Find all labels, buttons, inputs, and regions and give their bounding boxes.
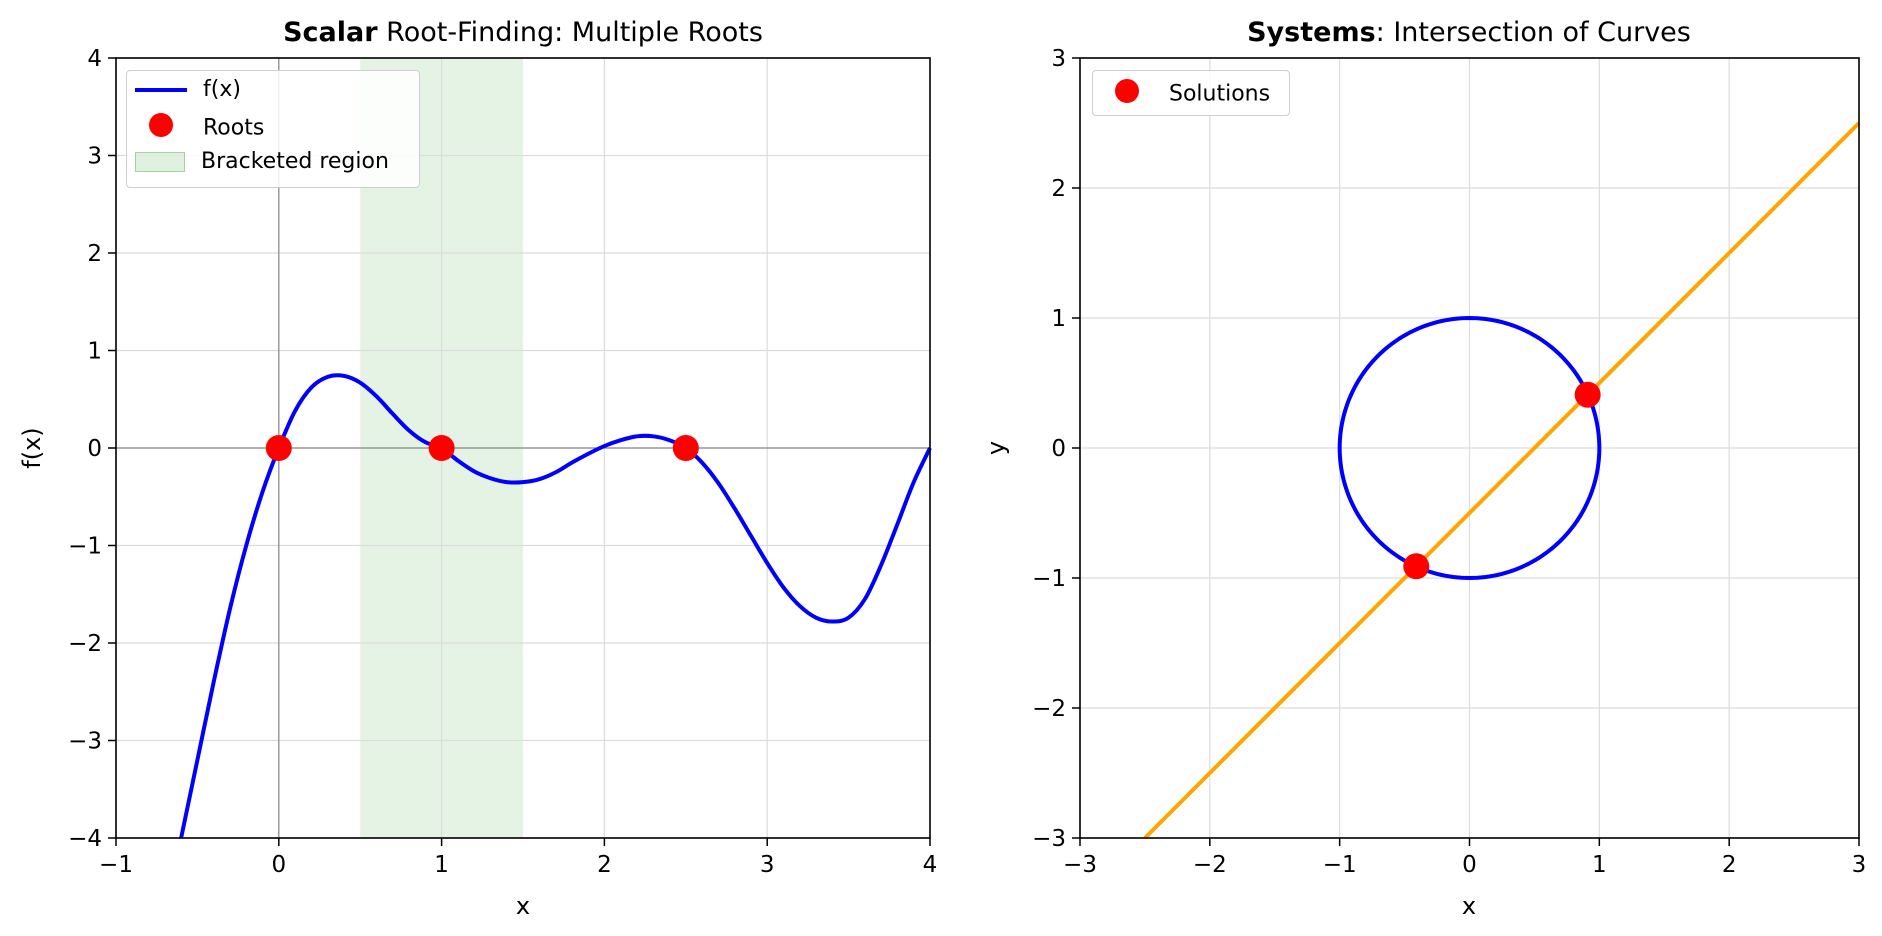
solution-markers	[1403, 381, 1601, 580]
y-tick-label: 4	[87, 46, 102, 72]
x-tick-label: −3	[1063, 852, 1097, 878]
solution-point	[1403, 553, 1430, 580]
legend-marker-swatch	[1101, 79, 1153, 110]
chart-title-right: Systems: Intersection of Curves	[1247, 17, 1691, 48]
legend-item-fx: f(x)	[135, 77, 241, 103]
x-tick-label: 0	[271, 852, 286, 878]
y-tick-label: 2	[1051, 176, 1066, 202]
legend-item-bracketed: Bracketed region	[135, 149, 389, 175]
unit-circle-curve	[1337, 315, 1602, 581]
chart-right: −3 −2 −1 0 1 2 3 −3 −2 −1 0 1 2 3 Systems: Intersecti…	[982, 17, 1866, 920]
legend-label-solutions: Solutions	[1169, 81, 1271, 107]
legend-right: Solutions	[1092, 70, 1290, 116]
root-point	[672, 435, 699, 461]
function-curve	[179, 373, 932, 839]
y-tick-label: −1	[68, 534, 102, 560]
legend-label-roots: Roots	[203, 115, 265, 141]
x-tick-label: 4	[923, 852, 938, 878]
x-tick-label: 3	[760, 852, 775, 878]
x-tick-label: 2	[597, 852, 612, 878]
series-layer	[1143, 121, 1861, 840]
legend-label-bracketed: Bracketed region	[201, 149, 389, 174]
series-layer	[179, 373, 932, 839]
x-tick-label: −2	[1193, 852, 1227, 878]
y-tick-label: 0	[87, 436, 102, 462]
grid-layer	[1079, 57, 1860, 839]
chart-title-left: Scalar Root-Finding: Multiple Roots	[283, 17, 763, 48]
y-tick-label: −2	[68, 631, 102, 657]
x-axis-label-left: x	[516, 892, 530, 920]
y-tick-label: −3	[68, 729, 102, 755]
legend-item-solutions: Solutions	[1101, 79, 1270, 110]
x-tick-label: 2	[1722, 852, 1737, 878]
y-axis-label-right: y	[982, 441, 1010, 455]
y-tick-label: 1	[1051, 306, 1066, 332]
root-point	[265, 435, 292, 461]
legend-item-roots: Roots	[135, 113, 264, 144]
y-tick-label: 3	[1051, 46, 1066, 72]
y-tick-label: −4	[68, 826, 102, 852]
x-tick-label: 3	[1852, 852, 1867, 878]
x-tick-label: 1	[1592, 852, 1607, 878]
y-tick-label: 1	[87, 339, 102, 365]
axis-ticks-left: −1 0 1 2 3 4 −4 −3 −2 −1 0 1 2 3 4	[68, 46, 937, 878]
y-tick-label: −2	[1032, 696, 1066, 722]
chart-left: −1 0 1 2 3 4 −4 −3 −2 −1 0 1 2 3 4 Scalar Root-Finding…	[18, 17, 937, 920]
root-markers	[265, 435, 699, 461]
legend-marker-swatch	[135, 113, 187, 144]
legend-left: f(x) Roots Bracketed region	[126, 70, 420, 188]
y-tick-label: −3	[1032, 826, 1066, 852]
legend-line-swatch	[135, 88, 187, 92]
line-curve	[1143, 121, 1861, 840]
x-axis-label-right: x	[1462, 892, 1476, 920]
y-tick-label: 2	[87, 241, 102, 267]
legend-label-fx: f(x)	[203, 77, 241, 102]
root-point	[428, 435, 455, 461]
y-axis-label-left: f(x)	[18, 427, 46, 468]
x-tick-label: 1	[434, 852, 449, 878]
solution-point	[1574, 381, 1601, 408]
legend-patch-swatch	[135, 152, 185, 172]
x-tick-label: −1	[99, 852, 133, 878]
x-tick-label: 0	[1462, 852, 1477, 878]
axis-ticks-right: −3 −2 −1 0 1 2 3 −3 −2 −1 0 1 2 3	[1032, 46, 1866, 878]
x-tick-label: −1	[1323, 852, 1357, 878]
y-tick-label: 3	[87, 144, 102, 170]
y-tick-label: −1	[1032, 566, 1066, 592]
y-tick-label: 0	[1051, 436, 1066, 462]
